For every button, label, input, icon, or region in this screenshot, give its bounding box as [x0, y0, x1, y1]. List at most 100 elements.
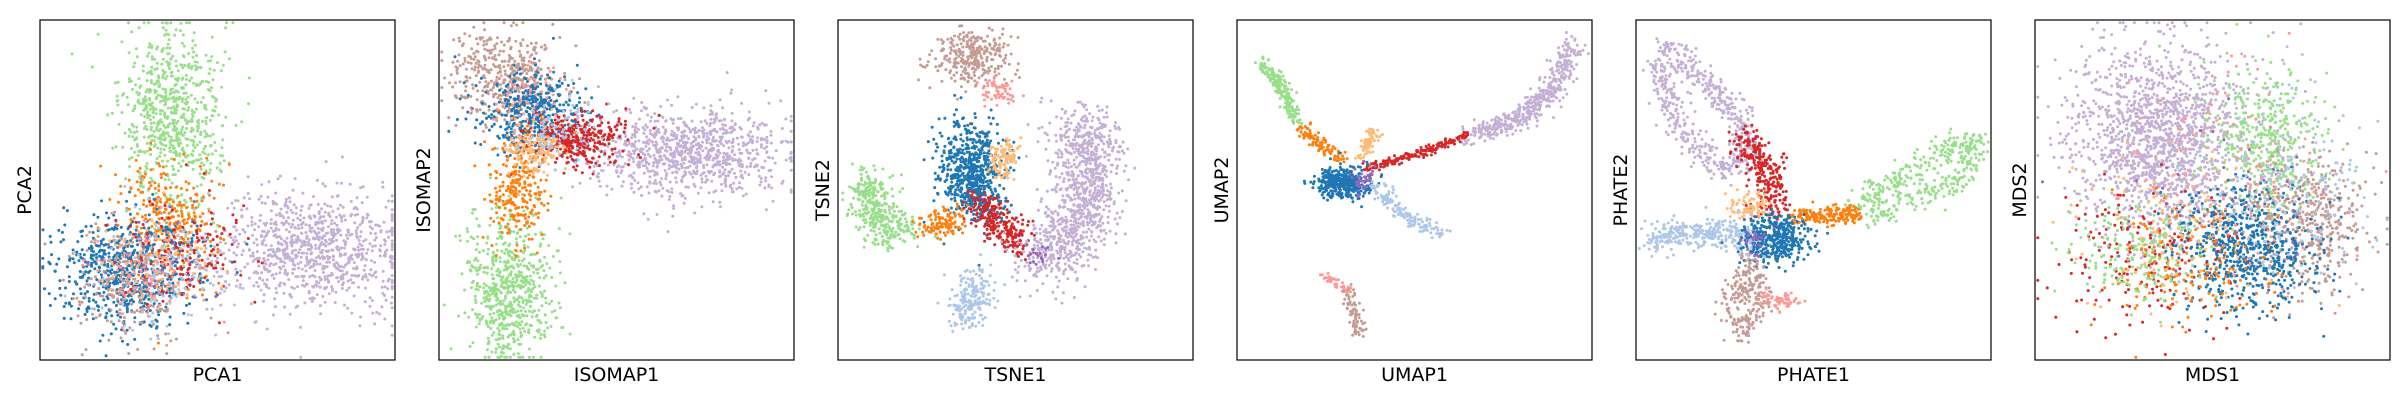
pca-point [128, 165, 132, 168]
pca-point [161, 229, 165, 233]
pca-point [140, 258, 144, 262]
pca-point [183, 64, 187, 67]
pca-point [96, 235, 100, 238]
isomap-point [533, 285, 537, 289]
pca-point [279, 281, 283, 285]
pca-point [85, 279, 89, 283]
pca-point [121, 284, 125, 288]
isomap-point [550, 310, 554, 314]
isomap-point [533, 335, 537, 339]
isomap-point [730, 150, 734, 154]
isomap-point [729, 91, 733, 95]
pca-point [87, 299, 91, 303]
isomap-point [649, 169, 653, 173]
isomap-point [500, 323, 503, 327]
pca-point [114, 218, 118, 222]
pca-point [273, 233, 277, 237]
isomap-point [514, 320, 518, 324]
pca-point [123, 294, 127, 298]
isomap-point [652, 161, 656, 165]
pca-point [275, 213, 278, 217]
isomap-point [663, 162, 667, 166]
pca-point [180, 100, 184, 103]
pca-point [224, 115, 228, 119]
pca-point [79, 321, 83, 325]
pca-point [168, 259, 172, 263]
isomap-point [488, 176, 492, 180]
pca-point [164, 262, 168, 266]
isomap-point [788, 156, 792, 160]
isomap-point [506, 251, 510, 255]
pca-point [92, 213, 96, 217]
isomap-point [643, 153, 647, 157]
isomap-point [596, 85, 600, 89]
pca-point [200, 80, 204, 84]
pca-point [390, 229, 394, 233]
isomap-point [716, 143, 720, 147]
pca-point [282, 250, 286, 254]
pca-point [149, 176, 153, 180]
isomap-point [519, 279, 523, 283]
pca-point [117, 264, 121, 268]
pca-point [150, 125, 153, 129]
pca-point [211, 252, 215, 256]
pca-point [390, 274, 394, 278]
isomap-point [620, 155, 624, 159]
isomap-point [691, 140, 695, 144]
pca-point [85, 282, 89, 286]
isomap-point [725, 71, 729, 75]
isomap-point [658, 180, 662, 184]
pca-point [105, 283, 109, 287]
pca-point [290, 285, 294, 289]
isomap-point [709, 117, 713, 121]
pca-point [294, 253, 298, 257]
pca-point [285, 210, 289, 214]
pca-point [201, 287, 205, 291]
pca-point [182, 115, 186, 119]
isomap-point [486, 235, 490, 239]
isomap-point [500, 311, 504, 315]
pca-point [242, 204, 246, 208]
pca-point [106, 113, 110, 117]
pca-point [257, 225, 261, 229]
pca-point [163, 178, 167, 181]
pca-point [177, 76, 180, 80]
pca-point [145, 128, 149, 131]
pca-point [103, 252, 107, 256]
pca-point [292, 267, 296, 271]
isomap-point [693, 128, 697, 132]
isomap-point [509, 290, 512, 294]
pca-point [172, 268, 176, 272]
isomap-point [520, 284, 524, 288]
pca-point [191, 114, 195, 118]
pca-point [188, 21, 191, 25]
pca-point [156, 146, 159, 150]
pca-point [200, 161, 204, 165]
pca-point [155, 61, 159, 65]
pca-point [174, 28, 178, 32]
pca-point [366, 278, 370, 282]
isomap-point [670, 138, 674, 142]
pca-point [301, 275, 305, 279]
pca-point [199, 130, 203, 134]
pca-point [84, 225, 88, 228]
pca-point [85, 310, 89, 313]
isomap-point [558, 36, 562, 39]
pca-point [228, 232, 232, 236]
isomap-point [704, 146, 708, 150]
pca-point [175, 251, 179, 255]
pca-point [121, 339, 124, 343]
isomap-point [486, 348, 489, 352]
pca-point [288, 312, 292, 316]
pca-point [155, 213, 159, 217]
pca-point [389, 260, 392, 264]
isomap-point [469, 269, 473, 273]
pca-point [133, 104, 137, 108]
pca-point [241, 228, 245, 232]
pca-point [58, 279, 62, 283]
pca-point [136, 243, 140, 247]
pca-point [191, 39, 195, 43]
pca-point [81, 275, 85, 278]
pca-point [188, 79, 192, 83]
pca-point [146, 54, 149, 58]
